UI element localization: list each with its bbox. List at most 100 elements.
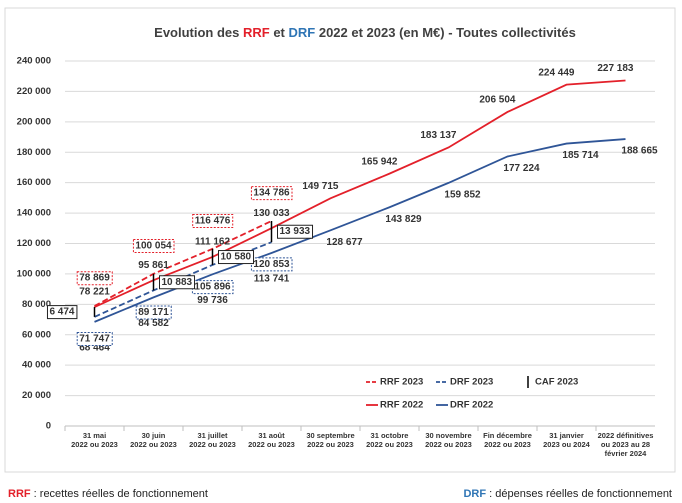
y-tick-label: 140 000 <box>17 208 51 219</box>
y-tick-label: 200 000 <box>17 116 51 127</box>
data-label: 6 474 <box>49 307 74 318</box>
x-tick-label: Fin décembre 2022 ou 2023 <box>483 431 532 449</box>
data-label: 84 582 <box>138 318 169 329</box>
x-tick-line: 31 juillet <box>197 431 228 440</box>
series-line <box>94 79 626 308</box>
data-label: 100 054 <box>135 240 172 251</box>
data-label: 128 677 <box>326 237 363 248</box>
x-tick-line: Fin décembre <box>483 431 532 440</box>
data-label: 134 786 <box>253 188 290 199</box>
x-tick-label: 31 janvier 2023 ou 2024 <box>543 431 591 449</box>
x-tick-line: 2023 ou 2024 <box>543 440 591 449</box>
x-tick-line: 30 septembre <box>306 431 354 440</box>
data-label: 188 665 <box>621 146 658 157</box>
data-label: 116 476 <box>195 216 231 227</box>
legend-label: RRF 2022 <box>380 400 423 411</box>
footer-text: : dépenses réelles de fonctionnement <box>486 488 672 500</box>
x-tick-line: février 2024 <box>605 449 648 458</box>
label-box <box>159 275 196 290</box>
x-tick-line: 2022 définitives <box>598 431 654 440</box>
data-label: 224 449 <box>538 67 575 78</box>
data-label: 183 137 <box>420 130 457 141</box>
label-box <box>191 280 234 295</box>
label-box <box>76 271 113 286</box>
data-label: 159 852 <box>444 190 481 201</box>
data-label: 95 861 <box>138 260 169 271</box>
title-part: 2022 et 2023 (en M€) - Toutes collectivi… <box>315 25 576 40</box>
data-label: 78 221 <box>79 287 110 298</box>
x-tick-line: 31 mai <box>83 431 106 440</box>
x-tick-line: 2022 ou 2023 <box>189 440 236 449</box>
data-label: 227 183 <box>597 63 634 74</box>
chart-title: Evolution des RRF et DRF 2022 et 2023 (e… <box>154 25 576 40</box>
legend-label: DRF 2022 <box>450 400 493 411</box>
x-tick-line: 31 août <box>258 431 285 440</box>
footer-abbr: RRF <box>8 488 31 500</box>
x-tick-label: 31 août 2022 ou 2023 <box>248 431 295 449</box>
data-label: 99 736 <box>197 295 228 306</box>
y-tick-label: 240 000 <box>17 56 51 67</box>
data-label: 130 033 <box>253 208 290 219</box>
data-label: 165 942 <box>361 156 398 167</box>
x-tick-line: 2022 ou 2023 <box>248 440 295 449</box>
data-label: 177 224 <box>503 163 540 174</box>
x-tick-label: 30 septembre 2022 ou 2023 <box>306 431 354 449</box>
y-tick-label: 120 000 <box>17 238 51 249</box>
x-tick-line: 31 janvier <box>549 431 584 440</box>
data-label: 78 869 <box>79 273 110 284</box>
data-label: 113 741 <box>254 274 290 285</box>
x-tick-line: ou 2023 au 28 <box>601 440 650 449</box>
data-label: 111 162 <box>195 237 230 248</box>
legend-label: CAF 2023 <box>535 377 578 388</box>
series-line <box>94 220 272 307</box>
label-box <box>46 305 78 320</box>
data-label: 10 883 <box>162 277 193 288</box>
data-label: 149 715 <box>302 181 339 192</box>
y-tick-label: 0 <box>46 421 51 432</box>
data-label: 89 171 <box>138 307 169 318</box>
data-label: 105 896 <box>194 282 231 293</box>
footer-left: RRF : recettes réelles de fonctionnement <box>8 488 208 500</box>
x-tick-line: 30 juin <box>142 431 166 440</box>
footer-abbr: DRF <box>463 488 486 500</box>
title-part: RRF <box>243 25 270 40</box>
title-part: et <box>270 25 289 40</box>
data-label: 206 504 <box>479 95 516 106</box>
label-box <box>250 186 293 201</box>
x-tick-label: 2022 définitives ou 2023 au 28 février 202… <box>598 431 654 458</box>
x-tick-label: 30 novembre 2022 ou 2023 <box>425 431 472 449</box>
x-tick-line: 2022 ou 2023 <box>366 440 413 449</box>
y-tick-label: 80 000 <box>22 299 51 310</box>
y-tick-label: 20 000 <box>22 390 51 401</box>
label-box <box>132 238 175 253</box>
x-tick-line: 2022 ou 2023 <box>484 440 531 449</box>
data-label: 120 853 <box>253 259 290 270</box>
x-tick-line: 2022 ou 2023 <box>307 440 354 449</box>
x-tick-label: 31 octobre 2022 ou 2023 <box>366 431 413 449</box>
series-line <box>94 241 272 318</box>
label-box <box>277 224 314 239</box>
x-tick-label: 31 juillet 2022 ou 2023 <box>189 431 236 449</box>
y-tick-label: 220 000 <box>17 86 51 97</box>
data-label: 13 933 <box>280 226 311 237</box>
y-tick-label: 160 000 <box>17 177 51 188</box>
data-label: 143 829 <box>385 214 422 225</box>
data-label: 185 714 <box>562 150 599 161</box>
x-tick-line: 2022 ou 2023 <box>425 440 472 449</box>
data-label: 10 580 <box>221 252 252 263</box>
y-tick-label: 100 000 <box>17 268 51 279</box>
y-tick-label: 180 000 <box>17 147 51 158</box>
title-part: Evolution des <box>154 25 243 40</box>
y-tick-label: 40 000 <box>22 360 51 371</box>
x-tick-label: 30 juin 2022 ou 2023 <box>130 431 177 449</box>
x-tick-line: 2022 ou 2023 <box>130 440 177 449</box>
label-box <box>218 250 255 265</box>
legend-label: DRF 2023 <box>450 377 493 388</box>
y-tick-label: 60 000 <box>22 329 51 340</box>
label-box <box>250 257 293 272</box>
footer-right: DRF : dépenses réelles de fonctionnement <box>463 488 672 500</box>
legend-label: RRF 2023 <box>380 377 423 388</box>
title-part: DRF <box>289 25 316 40</box>
data-label: 68 464 <box>79 343 110 354</box>
